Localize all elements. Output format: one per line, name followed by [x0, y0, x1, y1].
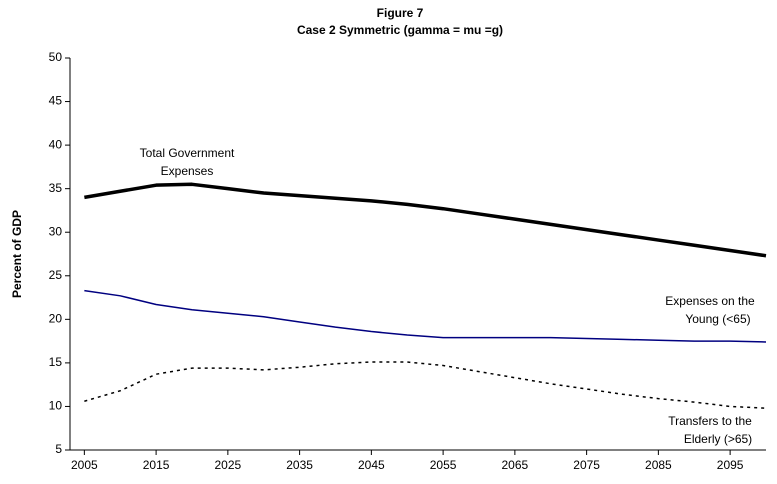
x-tick-label: 2005 — [71, 458, 98, 472]
y-tick-label: 20 — [49, 312, 63, 326]
y-tick-label: 5 — [55, 442, 62, 456]
x-tick-label: 2085 — [645, 458, 672, 472]
x-tick-label: 2015 — [143, 458, 170, 472]
series-line — [84, 361, 767, 409]
annotation: Elderly (>65) — [684, 432, 752, 446]
y-axis-label: Percent of GDP — [10, 210, 24, 298]
x-tick-label: 2075 — [573, 458, 600, 472]
x-tick-label: 2065 — [502, 458, 529, 472]
x-tick-label: 2035 — [286, 458, 313, 472]
y-tick-label: 15 — [49, 355, 63, 369]
series-line — [84, 289, 767, 343]
chart-subtitle: Case 2 Symmetric (gamma = mu =g) — [297, 23, 503, 37]
y-tick-label: 45 — [49, 94, 63, 108]
series-line — [84, 182, 767, 258]
x-tick-label: 2045 — [358, 458, 385, 472]
x-tick-label: 2095 — [717, 458, 744, 472]
y-tick-label: 40 — [49, 137, 63, 151]
y-tick-label: 25 — [49, 268, 63, 282]
x-tick-label: 2055 — [430, 458, 457, 472]
annotation: Transfers to the — [668, 414, 752, 428]
y-tick-label: 30 — [49, 224, 63, 238]
annotation: Expenses — [161, 164, 214, 178]
annotation: Total Government — [140, 146, 235, 160]
annotation: Expenses on the — [665, 294, 755, 308]
x-tick-label: 2025 — [215, 458, 242, 472]
y-tick-label: 50 — [49, 50, 63, 64]
chart-title: Figure 7 — [377, 6, 424, 20]
y-tick-label: 10 — [49, 399, 63, 413]
y-tick-label: 35 — [49, 181, 63, 195]
annotation: Young (<65) — [685, 312, 750, 326]
